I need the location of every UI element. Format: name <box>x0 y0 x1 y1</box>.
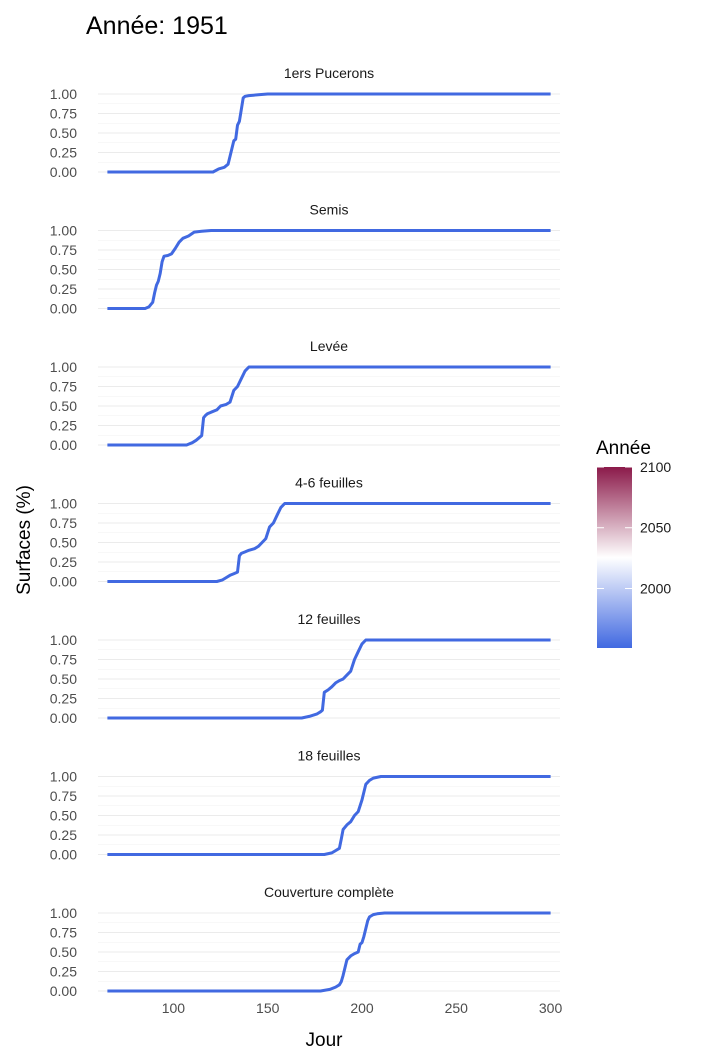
y-tick-label: 0.75 <box>50 652 77 668</box>
y-tick-label: 1.00 <box>50 223 77 239</box>
y-tick-label: 0.50 <box>50 125 77 141</box>
legend-colorbar <box>597 467 632 648</box>
legend-tick-label: 2000 <box>640 580 671 596</box>
panel: Couverture complète 0.00 0.25 0.50 0.75 1.00 <box>50 884 560 999</box>
x-tick-label: 150 <box>256 1000 280 1016</box>
panel: 18 feuilles 0.00 0.25 0.50 0.75 1.00 <box>50 748 560 863</box>
y-tick-label: 1.00 <box>50 632 77 648</box>
x-tick-label: 100 <box>162 1000 186 1016</box>
x-axis-title: Jour <box>306 1030 344 1051</box>
y-tick-label: 1.00 <box>50 86 77 102</box>
y-tick-label: 0.00 <box>50 164 77 180</box>
legend-tick-label: 2100 <box>640 459 671 475</box>
y-tick-label: 0.75 <box>50 379 77 395</box>
series-line <box>107 502 551 583</box>
x-tick-label: 250 <box>445 1000 469 1016</box>
chart-title: Année: 1951 <box>86 12 228 40</box>
y-tick-label: 0.75 <box>50 925 77 941</box>
y-tick-label: 0.75 <box>50 242 77 258</box>
color-legend: Année 2000 2050 2100 <box>596 438 671 648</box>
y-tick-label: 1.00 <box>50 769 77 785</box>
series-line <box>107 92 551 174</box>
y-tick-label: 0.00 <box>50 574 77 590</box>
y-tick-label: 0.00 <box>50 301 77 317</box>
panel: Levée 0.00 0.25 0.50 0.75 1.00 <box>50 338 560 453</box>
y-tick-label: 0.25 <box>50 281 77 297</box>
y-tick-label: 0.25 <box>50 964 77 980</box>
series-line <box>107 775 551 856</box>
panel-strip-label: Levée <box>310 338 348 354</box>
panel-strip-label: 4-6 feuilles <box>295 475 363 491</box>
panel: 1ers Pucerons 0.00 0.25 0.50 0.75 1.00 <box>50 65 560 180</box>
y-axis-title: Surfaces (%) <box>14 485 35 595</box>
y-tick-label: 0.25 <box>50 554 77 570</box>
y-tick-label: 0.75 <box>50 106 77 122</box>
y-tick-label: 0.00 <box>50 437 77 453</box>
y-tick-label: 0.50 <box>50 535 77 551</box>
legend-tick-label: 2050 <box>640 520 671 536</box>
y-tick-label: 1.00 <box>50 496 77 512</box>
series-line <box>107 229 551 310</box>
x-tick-label: 300 <box>539 1000 563 1016</box>
y-tick-label: 0.00 <box>50 983 77 999</box>
y-tick-label: 0.75 <box>50 788 77 804</box>
y-tick-label: 0.50 <box>50 262 77 278</box>
y-tick-label: 0.25 <box>50 691 77 707</box>
panel-strip-label: 12 feuilles <box>297 611 360 627</box>
x-tick-label: 200 <box>350 1000 374 1016</box>
panel-strip-label: Semis <box>310 202 349 218</box>
y-tick-label: 0.50 <box>50 808 77 824</box>
panel-strip-label: 18 feuilles <box>297 748 360 764</box>
legend-title: Année <box>596 438 651 459</box>
series-line <box>107 365 551 447</box>
y-tick-label: 0.25 <box>50 418 77 434</box>
panel: 12 feuilles 0.00 0.25 0.50 0.75 1.00 <box>50 611 560 726</box>
y-tick-label: 0.50 <box>50 671 77 687</box>
y-tick-label: 0.00 <box>50 847 77 863</box>
y-tick-label: 0.50 <box>50 398 77 414</box>
y-tick-label: 0.25 <box>50 827 77 843</box>
panel-strip-label: Couverture complète <box>264 884 394 900</box>
y-tick-label: 1.00 <box>50 359 77 375</box>
y-tick-label: 1.00 <box>50 905 77 921</box>
y-tick-label: 0.50 <box>50 944 77 960</box>
panels-group: 1ers Pucerons 0.00 0.25 0.50 0.75 1.00 Semis 0.… <box>50 65 560 999</box>
series-line <box>107 638 551 720</box>
panel: 4-6 feuilles 0.00 0.25 0.50 0.75 1.00 <box>50 475 560 590</box>
panel: Semis 0.00 0.25 0.50 0.75 1.00 <box>50 202 560 317</box>
panel-strip-label: 1ers Pucerons <box>284 65 374 81</box>
y-tick-label: 0.25 <box>50 145 77 161</box>
y-tick-label: 0.00 <box>50 710 77 726</box>
series-line <box>107 911 551 993</box>
y-tick-label: 0.75 <box>50 515 77 531</box>
x-axis: 100 150 200 250 300 <box>162 1000 563 1016</box>
